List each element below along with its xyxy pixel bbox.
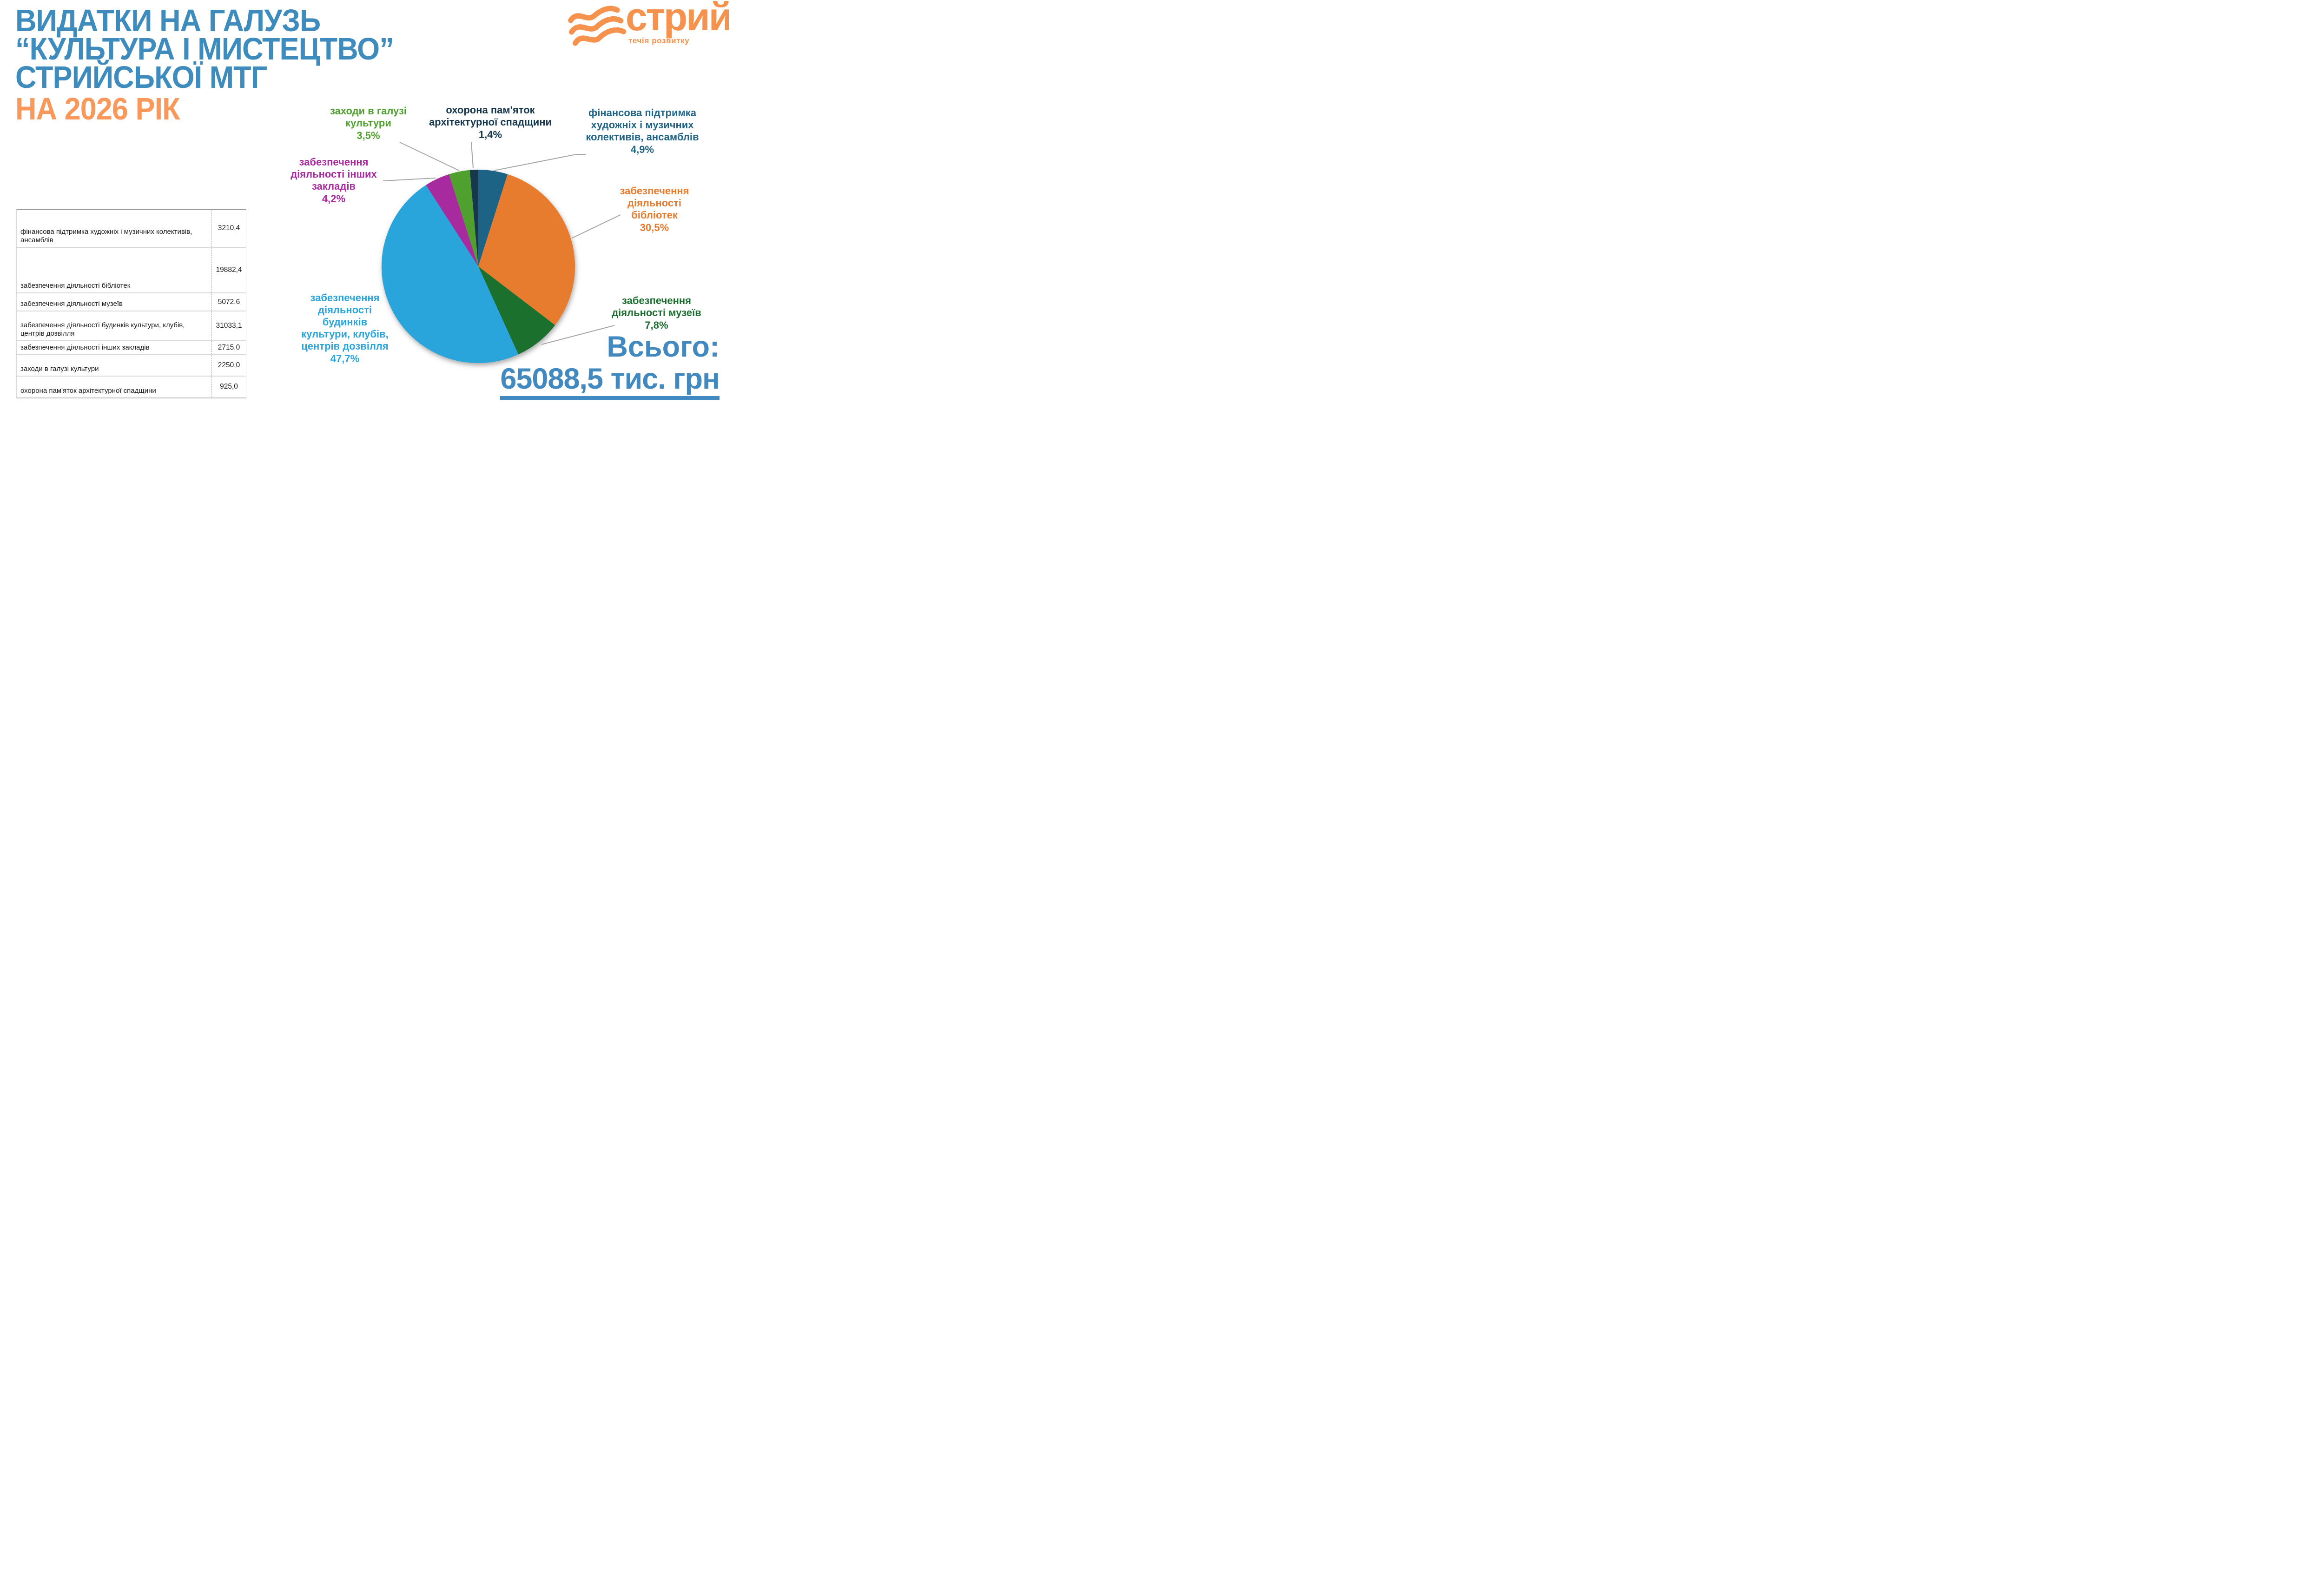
pie-slice-3 <box>478 266 555 355</box>
slide: ВИДАТКИ НА ГАЛУЗЬ “КУЛЬТУРА І МИСТЕЦТВО”… <box>0 0 729 410</box>
pie-label-text: забезпечення діяльності музеїв <box>612 295 701 318</box>
leader-line <box>572 214 621 238</box>
table-row: фінансова підтримка художніх і музичних … <box>17 210 246 248</box>
pie-slice-2 <box>478 174 575 325</box>
pie-label-percent: 47,7% <box>330 353 360 364</box>
row-label: фінансова підтримка художніх і музичних … <box>17 210 212 247</box>
row-label: охорона пам'яток архітектурної спадщини <box>17 376 212 397</box>
table-row: забезпечення діяльності інших закладів 27… <box>17 341 246 356</box>
row-value: 925,0 <box>220 383 238 391</box>
leader-line <box>383 178 436 181</box>
row-value: 2250,0 <box>218 361 240 369</box>
waves-icon <box>568 6 627 46</box>
pie-slice-4 <box>381 185 519 364</box>
pie-slice-6 <box>449 170 478 266</box>
row-value: 19882,4 <box>216 265 242 274</box>
pie-label-text: забезпечення діяльності інших закладів <box>290 156 377 192</box>
pie-label-text: забезпечення діяльності будинків культур… <box>301 292 389 352</box>
pie-label-0: охорона пам'яток архітектурної спадщини 1… <box>418 104 562 141</box>
pie-slice-5 <box>426 174 478 266</box>
row-value: 31033,1 <box>216 321 242 330</box>
table-row: забезпечення діяльності бібліотек 19882,4 <box>17 247 246 293</box>
table-row: забезпечення діяльності музеїв 5072,6 <box>17 293 246 312</box>
pie-label-text: забезпечення діяльності бібліотек <box>620 185 689 221</box>
row-value: 3210,4 <box>218 224 240 232</box>
leader-line <box>493 154 586 171</box>
pie-label-percent: 7,8% <box>645 319 668 331</box>
pie-label-1: фінансова підтримка художніх і музичних … <box>573 107 712 156</box>
row-label: забезпечення діяльності інших закладів <box>17 341 212 355</box>
title-line-2: “КУЛЬТУРА І МИСТЕЦТВО” <box>15 32 394 66</box>
stryi-logo: стрий течія розвитку <box>568 0 729 52</box>
budget-table: фінансова підтримка художніх і музичних … <box>16 209 246 398</box>
pie-slice-0 <box>469 169 478 266</box>
total-label: Всього: <box>607 331 720 363</box>
pie-label-percent: 30,5% <box>640 222 669 233</box>
pie-chart <box>381 142 621 364</box>
leader-line <box>399 142 460 171</box>
row-value: 5072,6 <box>218 298 240 306</box>
pie-label-percent: 4,9% <box>630 144 654 155</box>
leader-line <box>541 325 615 345</box>
pie-label-4: забезпечення діяльності будинків культур… <box>300 292 390 365</box>
leader-line <box>471 142 474 169</box>
total-block: Всього: 65088,5 тис. грн <box>500 330 720 400</box>
page-title: ВИДАТКИ НА ГАЛУЗЬ “КУЛЬТУРА І МИСТЕЦТВО”… <box>15 3 418 126</box>
row-value: 2715,0 <box>218 343 240 351</box>
row-label: забезпечення діяльності музеїв <box>17 293 212 311</box>
row-label: заходи в галузі культури <box>17 355 212 376</box>
pie-label-percent: 1,4% <box>478 129 502 140</box>
pie-label-text: фінансова підтримка художніх і музичних … <box>586 107 699 143</box>
table-row: забезпечення діяльності будинків культур… <box>17 311 246 341</box>
pie-slice-1 <box>478 170 508 266</box>
pie-label-text: заходи в галузі культури <box>330 105 407 129</box>
pie-label-text: охорона пам'яток архітектурної спадщини <box>429 104 552 128</box>
row-label: забезпечення діяльності будинків культур… <box>17 311 212 340</box>
table-row: охорона пам'яток архітектурної спадщини 9… <box>17 376 246 397</box>
pie-label-5: забезпечення діяльності інших закладів 4,… <box>283 156 385 205</box>
total-value: 65088,5 тис. грн <box>500 364 720 400</box>
pie-label-percent: 3,5% <box>357 130 380 141</box>
pie-label-2: забезпечення діяльності бібліотек 30,5% <box>615 185 694 234</box>
pie-label-6: заходи в галузі культури 3,5% <box>321 105 416 142</box>
pie-label-3: забезпечення діяльності музеїв 7,8% <box>607 295 706 331</box>
logo-tagline: течія розвитку <box>628 36 690 45</box>
subtitle-year: НА 2026 РІК <box>15 92 180 126</box>
logo-wordmark: стрий <box>626 0 729 39</box>
title-line-1: ВИДАТКИ НА ГАЛУЗЬ <box>15 3 321 38</box>
title-line-3: СТРИЙСЬКОЇ МТГ <box>15 60 267 95</box>
pie-label-percent: 4,2% <box>322 193 346 205</box>
table-row: заходи в галузі культури 2250,0 <box>17 355 246 377</box>
row-label: забезпечення діяльності бібліотек <box>17 247 212 292</box>
